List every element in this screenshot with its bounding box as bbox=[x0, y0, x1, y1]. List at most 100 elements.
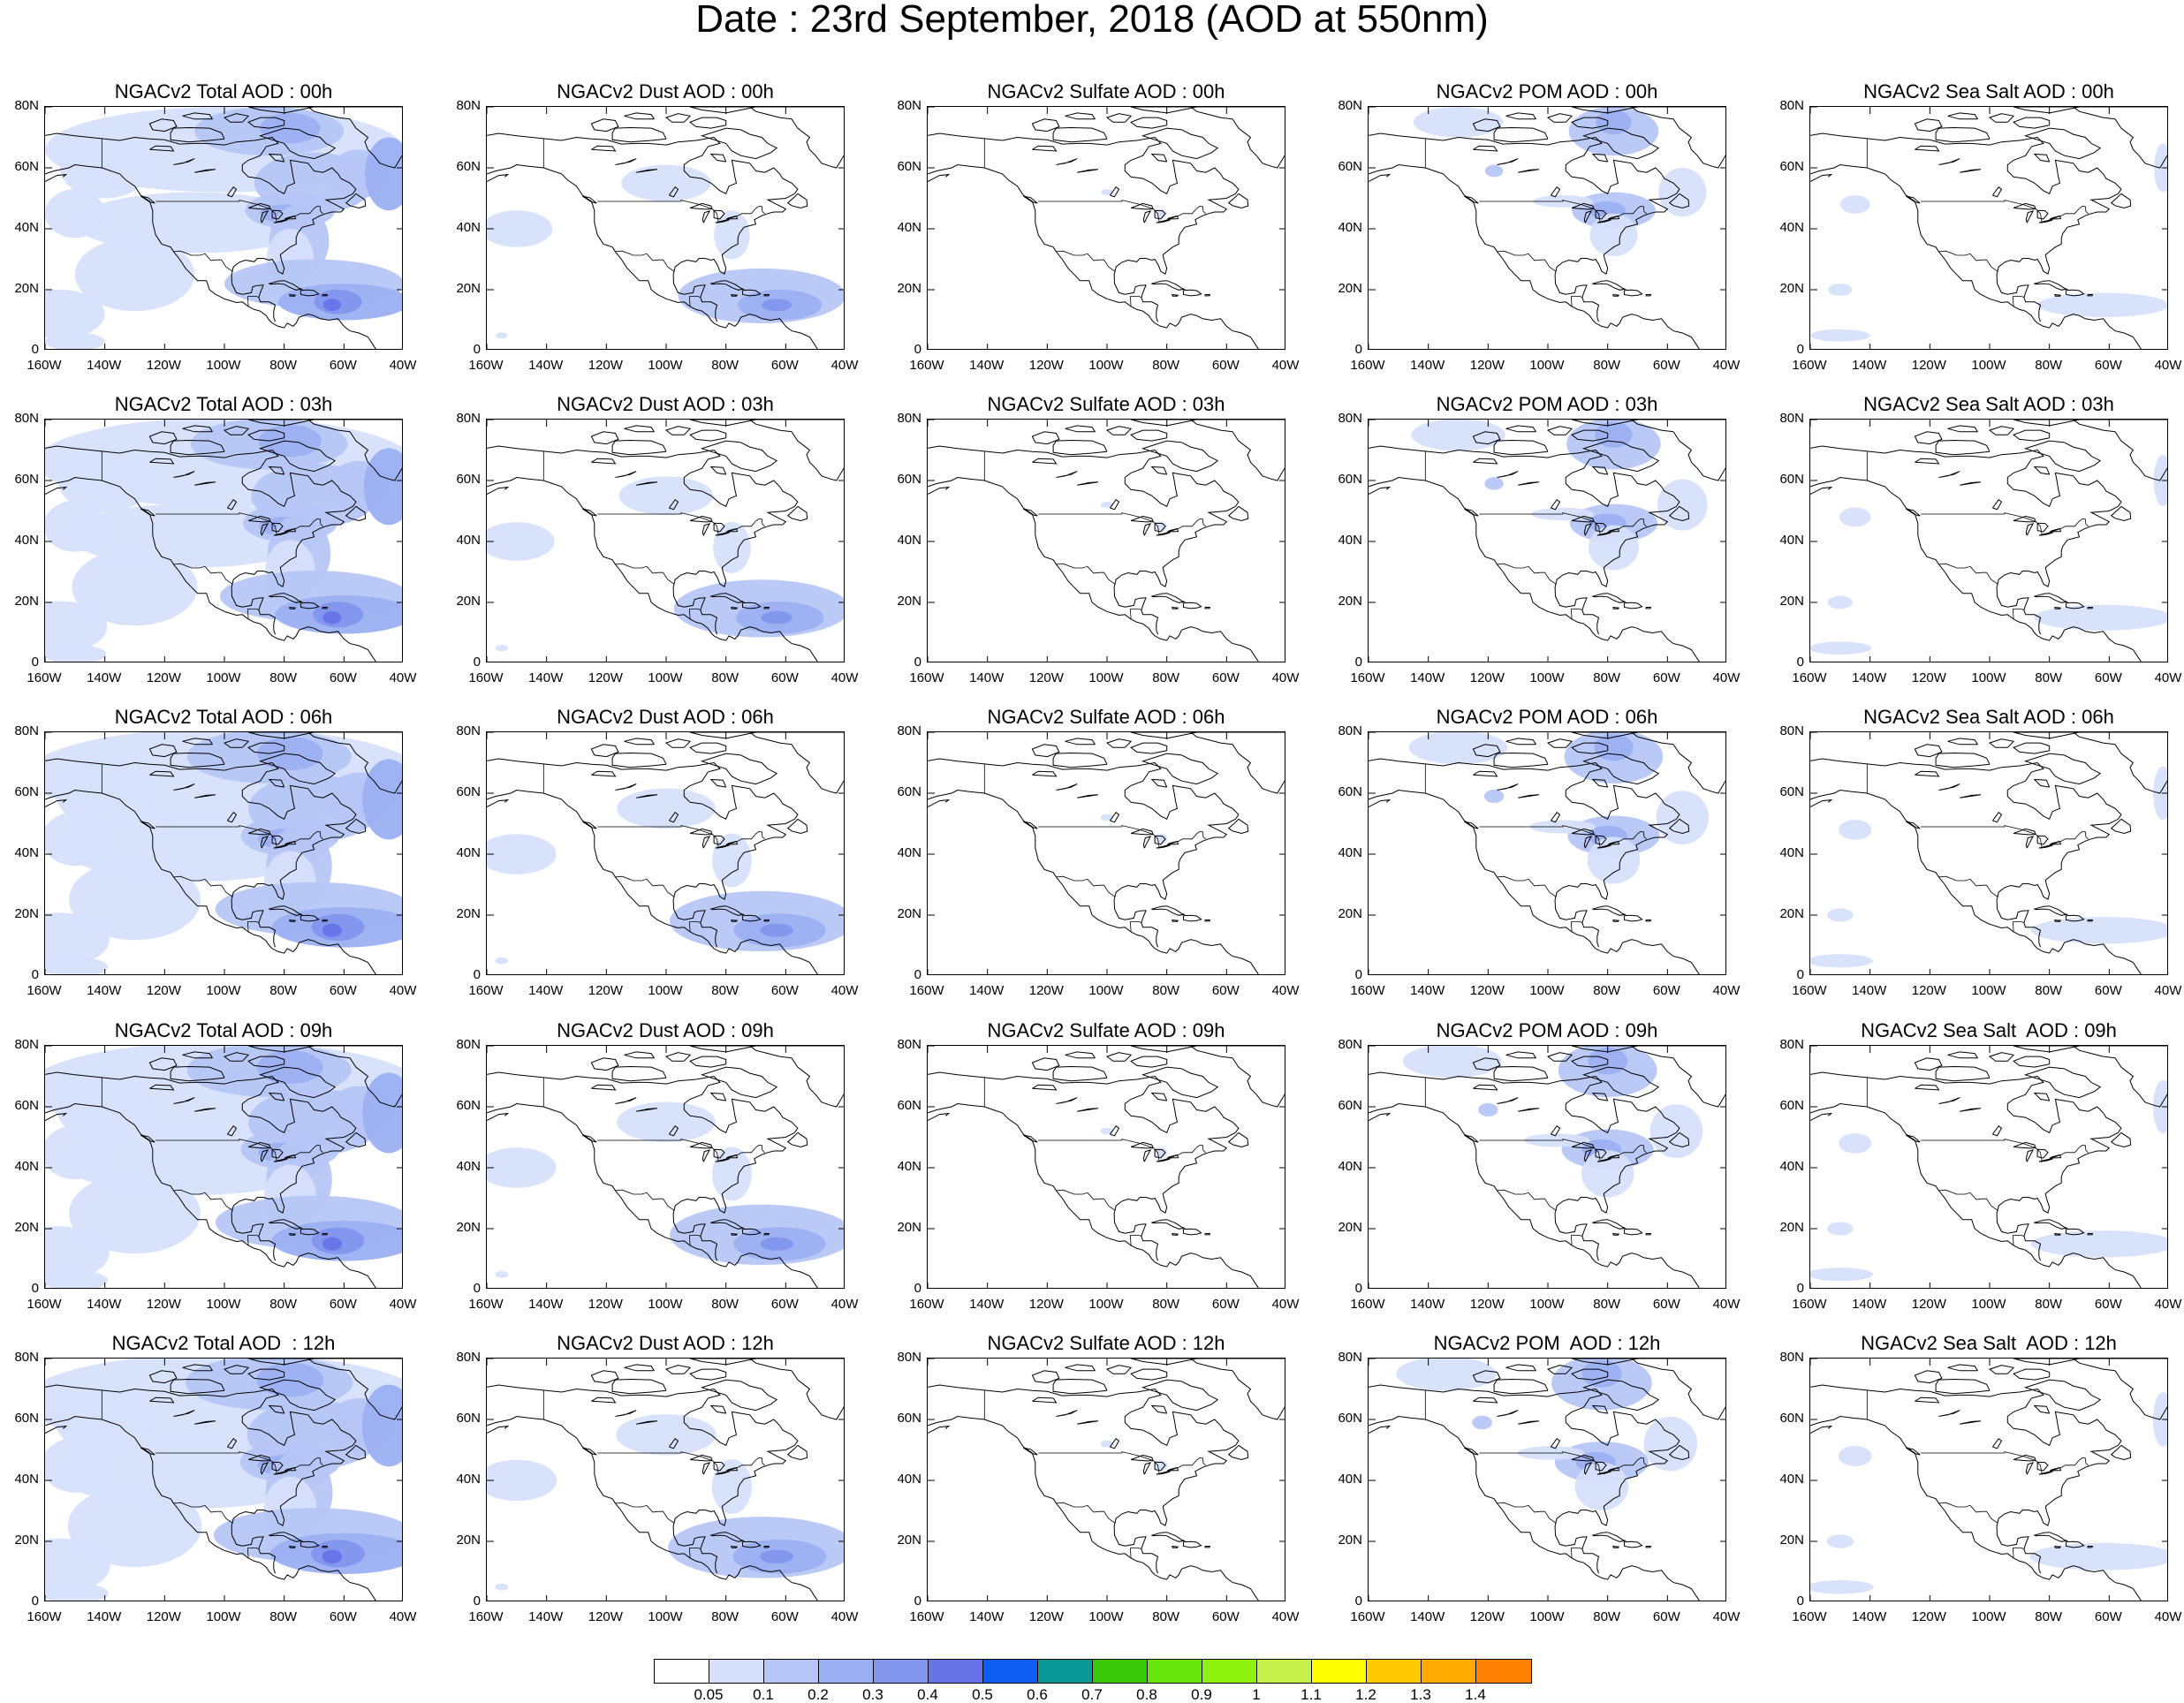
tick-marks bbox=[1810, 107, 2167, 349]
island-outline bbox=[1141, 1379, 1219, 1412]
island-outline bbox=[1473, 145, 1498, 152]
x-tick-label: 140W bbox=[1852, 983, 1887, 998]
coastline-layer bbox=[1369, 420, 1725, 662]
island-outline bbox=[260, 1149, 269, 1162]
island-outline bbox=[1023, 508, 1038, 517]
island-outline bbox=[624, 425, 655, 433]
island-outline bbox=[1571, 202, 1595, 210]
country-border bbox=[1479, 1139, 1647, 1162]
island-outline bbox=[268, 1219, 304, 1230]
aod-contour-blob bbox=[2034, 604, 2167, 631]
country-border bbox=[1038, 200, 1206, 223]
x-tick-label: 160W bbox=[1792, 1609, 1827, 1624]
aod-contour-blob bbox=[1402, 1046, 1502, 1079]
island-outline bbox=[709, 1092, 727, 1101]
coastline bbox=[1369, 1071, 1680, 1261]
island-outline bbox=[1591, 280, 1627, 291]
island-outline bbox=[345, 1132, 367, 1148]
island-outline bbox=[1154, 1461, 1166, 1472]
island-outline bbox=[2110, 818, 2132, 835]
tick-marks bbox=[487, 420, 844, 662]
map-panel-pom-03h bbox=[1368, 419, 1726, 662]
island-outline bbox=[2087, 294, 2094, 297]
map-panel-sulfate-06h bbox=[927, 731, 1285, 975]
island-outline bbox=[2053, 1233, 2062, 1236]
island-outline bbox=[1204, 1546, 1211, 1548]
y-tick-label: 40N bbox=[1779, 1159, 1804, 1174]
island-outline bbox=[1077, 1420, 1098, 1425]
island-outline bbox=[268, 153, 285, 163]
island-outline bbox=[1810, 486, 1833, 496]
island-outline bbox=[1171, 294, 1179, 297]
aod-field bbox=[1810, 143, 2167, 342]
y-tick-label: 20N bbox=[1779, 906, 1804, 921]
island-outline bbox=[1065, 738, 1096, 746]
island-outline bbox=[1935, 126, 1991, 143]
x-tick-label: 40W bbox=[1712, 358, 1740, 373]
aod-contour-blob bbox=[1100, 501, 1114, 509]
y-tick-label: 0 bbox=[473, 342, 481, 357]
island-outline bbox=[1493, 1065, 1549, 1082]
island-outline bbox=[1369, 173, 1392, 183]
colorbar-label: 0.7 bbox=[1081, 1686, 1103, 1703]
aod-contour-blob bbox=[1100, 1127, 1114, 1135]
island-outline bbox=[591, 145, 617, 152]
coastline bbox=[1369, 758, 1680, 948]
map-svg bbox=[928, 1359, 1285, 1601]
x-tick-label: 80W bbox=[1152, 1609, 1180, 1624]
island-outline bbox=[1369, 1112, 1392, 1122]
island-outline bbox=[590, 118, 619, 132]
coastline-layer bbox=[487, 420, 844, 662]
country-border bbox=[155, 825, 323, 849]
island-outline bbox=[45, 173, 68, 183]
island-outline bbox=[1906, 195, 1921, 204]
y-tick-label: 60N bbox=[897, 472, 921, 487]
tick-marks bbox=[928, 420, 1285, 662]
aod-field bbox=[45, 1359, 402, 1601]
island-outline bbox=[1991, 498, 2003, 511]
aod-contour-blob bbox=[487, 1147, 557, 1188]
y-tick-label: 80N bbox=[897, 98, 921, 113]
y-tick-label: 0 bbox=[1796, 1593, 1804, 1608]
island-outline bbox=[2110, 505, 2132, 522]
aod-field bbox=[1810, 455, 2167, 655]
x-tick-label: 120W bbox=[146, 670, 181, 685]
coastline-layer bbox=[45, 107, 402, 349]
y-tick-label: 40N bbox=[456, 533, 481, 548]
aod-contour-blob bbox=[322, 923, 342, 937]
aod-contour-blob bbox=[74, 238, 195, 312]
island-outline bbox=[1031, 118, 1060, 132]
map-panel-total-12h bbox=[44, 1358, 403, 1601]
island-outline bbox=[2013, 1454, 2036, 1462]
island-outline bbox=[1130, 202, 1154, 210]
island-outline bbox=[763, 1233, 770, 1236]
country-border bbox=[1938, 250, 1998, 272]
island-outline bbox=[300, 289, 320, 297]
island-outline bbox=[582, 1447, 597, 1456]
x-tick-label: 120W bbox=[146, 358, 181, 373]
coastline-layer bbox=[45, 1046, 402, 1288]
island-outline bbox=[582, 195, 597, 204]
y-tick-label: 0 bbox=[1354, 342, 1362, 357]
colorbar-label: 1.1 bbox=[1301, 1686, 1322, 1703]
y-tick-label: 60N bbox=[1338, 159, 1362, 174]
tick-marks bbox=[45, 107, 402, 349]
island-outline bbox=[1023, 1447, 1038, 1456]
map-panel-seasalt-03h bbox=[1809, 419, 2168, 662]
island-outline bbox=[1988, 426, 2015, 435]
aod-contour-blob bbox=[55, 1073, 155, 1140]
y-tick-label: 40N bbox=[1338, 220, 1362, 235]
x-tick-label: 160W bbox=[468, 1609, 504, 1624]
island-outline bbox=[1182, 289, 1202, 297]
x-tick-label: 160W bbox=[27, 983, 62, 998]
x-tick-label: 160W bbox=[468, 983, 504, 998]
island-outline bbox=[1472, 744, 1501, 758]
coastline bbox=[928, 789, 1259, 974]
island-outline bbox=[713, 835, 725, 845]
island-outline bbox=[664, 113, 692, 123]
island-outline bbox=[2110, 193, 2132, 209]
country-border bbox=[1056, 1189, 1116, 1211]
island-outline bbox=[713, 522, 725, 533]
island-outline bbox=[709, 280, 746, 291]
y-tick-label: 80N bbox=[14, 1037, 39, 1052]
